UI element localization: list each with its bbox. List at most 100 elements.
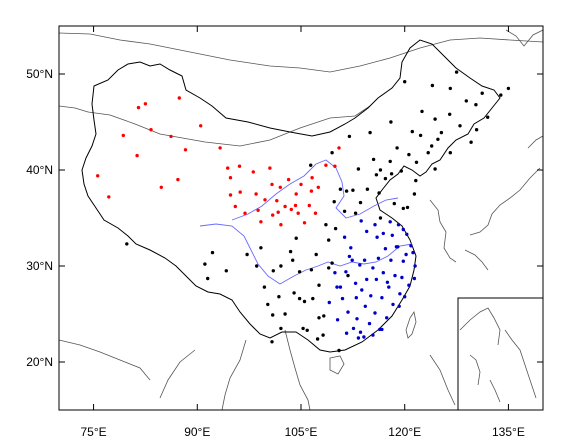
station-blue-57 — [371, 333, 375, 337]
station-black-92 — [346, 273, 350, 278]
station-black-73 — [469, 140, 473, 144]
station-red-26 — [268, 166, 272, 170]
station-black-44 — [374, 173, 379, 177]
station-red-10 — [177, 96, 181, 100]
station-black-14 — [283, 312, 287, 316]
station-red-19 — [238, 190, 242, 194]
station-black-62 — [430, 144, 434, 148]
station-red-34 — [286, 177, 291, 182]
station-black-61 — [426, 151, 430, 155]
station-red-16 — [228, 193, 233, 197]
station-black-21 — [302, 299, 307, 304]
station-black-75 — [474, 128, 479, 132]
station-red-35 — [289, 207, 293, 212]
station-red-17 — [233, 204, 237, 209]
station-black-63 — [433, 167, 437, 171]
station-blue-29 — [389, 258, 393, 262]
station-blue-4 — [346, 310, 350, 314]
station-blue-15 — [363, 304, 367, 308]
station-blue-63 — [375, 235, 379, 239]
station-red-5 — [143, 102, 148, 106]
station-blue-53 — [394, 245, 399, 249]
station-black-17 — [294, 236, 298, 240]
station-black-7 — [259, 246, 263, 250]
station-blue-61 — [335, 285, 339, 289]
station-blue-46 — [359, 219, 363, 223]
station-red-28 — [271, 213, 275, 217]
station-black-51 — [392, 201, 396, 206]
station-black-90 — [347, 134, 352, 139]
station-red-31 — [278, 185, 282, 189]
station-black-26 — [317, 283, 321, 287]
station-black-32 — [332, 200, 336, 204]
station-black-16 — [292, 291, 296, 295]
station-blue-12 — [360, 288, 364, 292]
station-black-48 — [383, 176, 388, 181]
station-blue-40 — [409, 244, 413, 248]
station-black-33 — [333, 226, 338, 231]
station-black-54 — [401, 206, 405, 211]
station-blue-55 — [344, 331, 349, 335]
station-blue-38 — [404, 252, 408, 257]
station-blue-42 — [413, 264, 417, 268]
station-red-23 — [256, 208, 260, 212]
station-black-66 — [439, 130, 444, 135]
station-blue-56 — [358, 330, 363, 334]
station-blue-20 — [373, 311, 377, 315]
china-border — [81, 39, 501, 353]
station-red-22 — [254, 192, 258, 196]
station-black-34 — [337, 348, 341, 353]
station-blue-31 — [393, 273, 397, 278]
station-black-85 — [420, 109, 424, 114]
station-black-87 — [389, 120, 393, 124]
station-black-40 — [356, 167, 361, 171]
station-black-22 — [309, 268, 314, 272]
station-black-74 — [474, 103, 478, 107]
station-red-43 — [310, 176, 314, 180]
station-black-91 — [330, 151, 334, 155]
station-black-8 — [262, 285, 267, 289]
station-red-3 — [135, 153, 139, 158]
station-black-67 — [448, 112, 452, 117]
station-black-64 — [433, 117, 437, 121]
station-black-46 — [378, 216, 383, 220]
lon-tick-label-4: 135°E — [492, 425, 525, 439]
station-black-49 — [388, 159, 392, 164]
station-black-59 — [414, 160, 419, 164]
station-black-15 — [291, 258, 295, 262]
station-blue-25 — [381, 271, 385, 275]
axis-ticks: 75°E 90°E 105°E 120°E 135°E 20°N 30°N 40°N 50°N — [26, 26, 543, 439]
station-blue-1 — [338, 285, 343, 289]
station-black-95 — [271, 269, 275, 273]
station-blue-59 — [385, 280, 390, 284]
station-blue-13 — [362, 335, 366, 339]
station-blue-44 — [342, 235, 347, 239]
station-black-23 — [311, 296, 315, 301]
station-red-15 — [228, 176, 233, 180]
station-black-9 — [266, 302, 270, 307]
station-black-37 — [344, 189, 349, 193]
station-black-60 — [418, 133, 423, 138]
lat-tick-label-2: 40°N — [26, 163, 53, 177]
station-blue-7 — [353, 281, 358, 285]
station-red-18 — [237, 164, 242, 168]
station-blue-36 — [401, 259, 405, 263]
station-black-25 — [315, 337, 320, 341]
station-black-1 — [203, 262, 207, 266]
station-black-6 — [255, 264, 259, 268]
station-black-56 — [407, 152, 411, 157]
station-red-21 — [251, 170, 255, 174]
station-black-71 — [458, 124, 462, 128]
station-blue-0 — [333, 271, 337, 275]
station-black-80 — [309, 163, 313, 167]
station-blue-51 — [396, 223, 401, 227]
station-blue-37 — [403, 295, 407, 299]
station-red-32 — [279, 223, 283, 227]
station-black-88 — [410, 129, 414, 134]
station-blue-11 — [358, 263, 362, 267]
lat-tick-label-3: 50°N — [26, 67, 53, 81]
station-black-42 — [365, 187, 370, 191]
station-black-3 — [210, 250, 215, 255]
station-red-36 — [293, 203, 298, 208]
